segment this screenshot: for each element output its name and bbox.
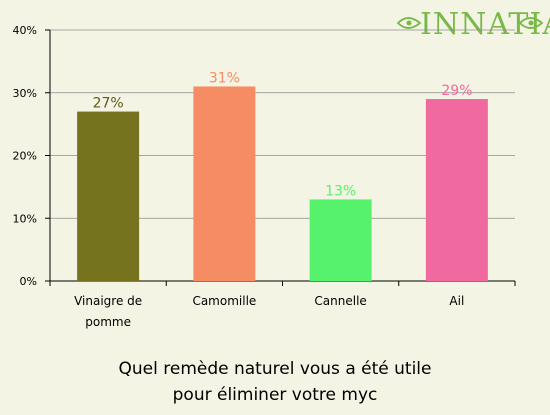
bar	[425, 99, 488, 282]
title-line: Quel remède naturel vous a été utile	[119, 359, 432, 379]
title-line: pour éliminer votre myc	[173, 385, 378, 405]
chart-title: Quel remède naturel vous a été utile pour…	[119, 359, 432, 405]
category-label: Ail	[449, 294, 464, 308]
bar	[309, 199, 372, 281]
category-label: Vinaigre de	[74, 294, 142, 308]
y-tick-label: 0%	[20, 275, 37, 288]
bars	[77, 86, 488, 282]
bar	[77, 111, 140, 281]
category-label: Camomille	[192, 294, 256, 308]
logo-text: INNATIA	[420, 7, 550, 42]
category-labels: Vinaigre de pomme Camomille Cannelle Ail	[74, 294, 464, 329]
data-label: 13%	[325, 183, 356, 199]
y-tick-label: 20%	[13, 150, 37, 163]
category-label: pomme	[85, 315, 131, 329]
category-label: Cannelle	[314, 294, 366, 308]
leaf-icon-right	[518, 17, 544, 29]
data-label: 29%	[441, 83, 472, 99]
leaf-icon-left	[396, 17, 422, 29]
data-label: 31%	[209, 70, 240, 86]
bar	[193, 86, 256, 281]
y-tick-label: 30%	[13, 87, 37, 100]
data-label: 27%	[93, 96, 124, 112]
y-tick-label: 40%	[13, 24, 37, 37]
y-tick-label: 10%	[13, 212, 37, 225]
innatia-logo: INNATIA	[396, 7, 550, 42]
data-labels: 27% 31% 13% 29%	[93, 70, 473, 199]
